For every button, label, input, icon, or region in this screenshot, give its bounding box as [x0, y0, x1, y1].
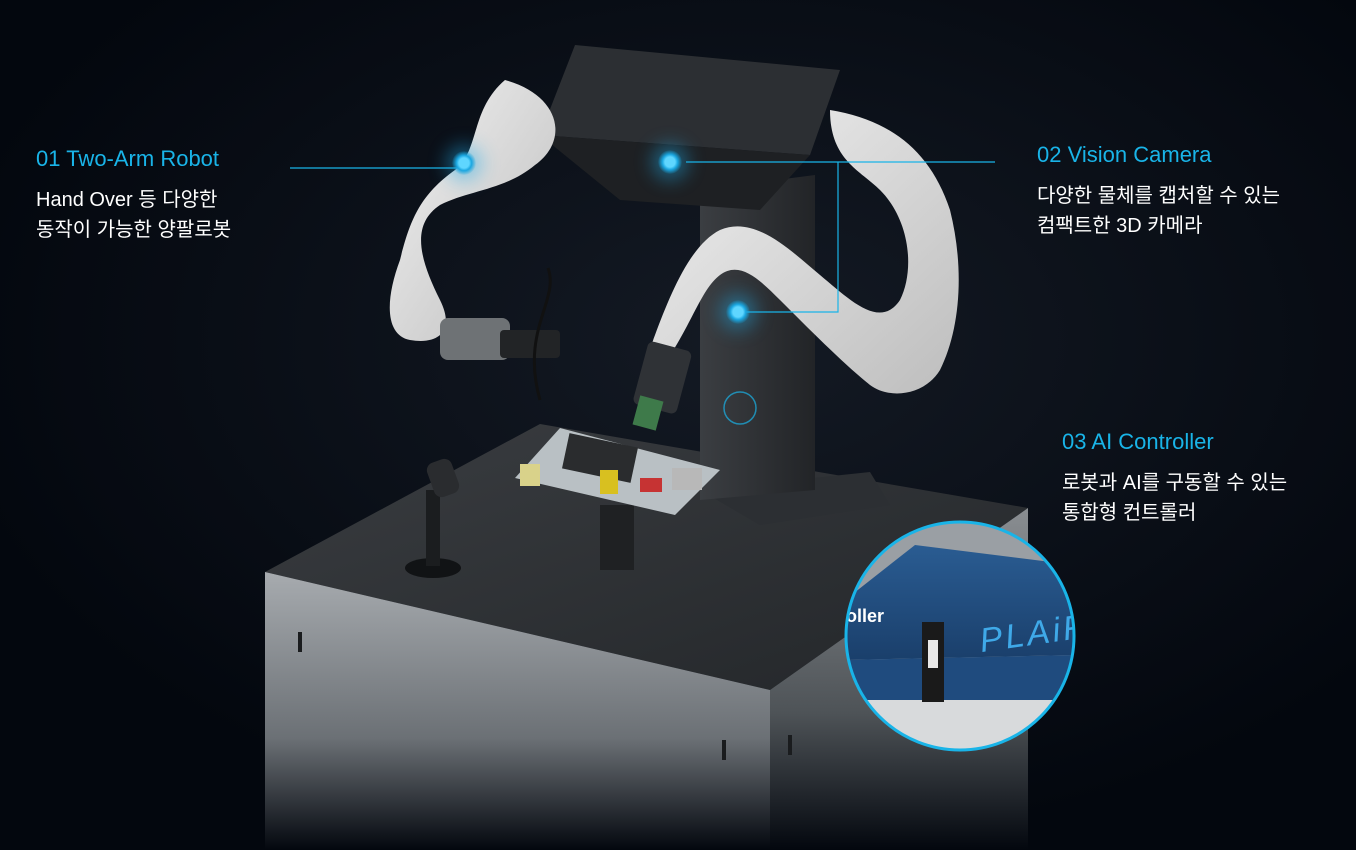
hotspot-vision-camera[interactable] — [658, 150, 682, 174]
feature-ai-controller: 03 AI Controller 로봇과 AI를 구동할 수 있는 통합형 컨트… — [1062, 428, 1287, 528]
feature-description: 다양한 물체를 캡처할 수 있는 컴팩트한 3D 카메라 — [1037, 185, 1281, 237]
callout-line-controller — [740, 162, 839, 313]
controller-label: oller — [846, 606, 884, 626]
feature-title: 01 Two-Arm Robot — [36, 146, 220, 171]
hotspot-ai-controller[interactable] — [726, 300, 750, 324]
feature-title: 02 Vision Camera — [1037, 142, 1212, 167]
hotspot-two-arm-robot[interactable] — [452, 151, 476, 175]
feature-description: 로봇과 AI를 구동할 수 있는 통합형 컨트롤러 — [1062, 472, 1288, 524]
feature-description: Hand Over 등 다양한 동작이 가능한 양팔로봇 — [36, 189, 232, 241]
feature-vision-camera: 02 Vision Camera 다양한 물체를 캡처할 수 있는 컴팩트한 3… — [1037, 141, 1280, 241]
feature-title: 03 AI Controller — [1062, 429, 1214, 454]
feature-two-arm-robot: 01 Two-Arm Robot Hand Over 등 다양한 동작이 가능한… — [36, 145, 231, 245]
